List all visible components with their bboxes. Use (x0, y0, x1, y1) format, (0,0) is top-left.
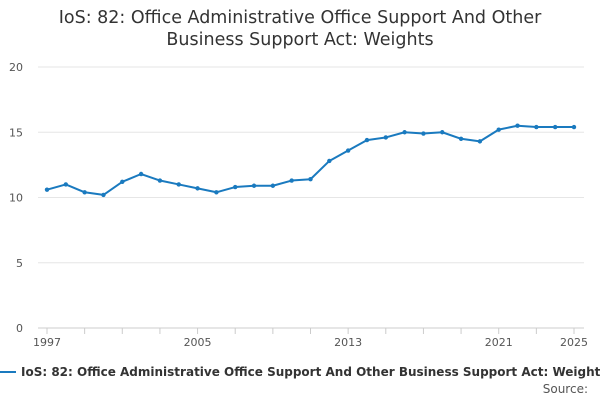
y-tick-label: 0 (16, 322, 23, 335)
y-tick-label: 20 (9, 61, 23, 74)
x-tick-label: 2025 (560, 336, 588, 349)
source-label: Source: (542, 382, 588, 396)
data-point[interactable] (383, 135, 388, 140)
data-point[interactable] (233, 184, 238, 190)
data-point[interactable] (402, 130, 407, 135)
data-point[interactable] (138, 171, 144, 177)
x-axis (38, 327, 584, 334)
data-point[interactable] (214, 190, 219, 195)
series-group (44, 123, 577, 198)
legend-item[interactable]: IoS: 82: Office Administrative Office Su… (0, 365, 600, 379)
chart-title-line-2: Business Support Act: Weights (166, 30, 434, 50)
chart-title-line-1: IoS: 82: Office Administrative Office Su… (58, 8, 542, 28)
data-point[interactable] (496, 127, 501, 132)
data-point[interactable] (289, 178, 294, 183)
data-point[interactable] (364, 137, 370, 143)
data-point[interactable] (440, 130, 445, 135)
data-point[interactable] (176, 182, 181, 187)
data-point[interactable] (157, 178, 163, 183)
data-point[interactable] (308, 177, 313, 182)
x-tick-label: 1997 (33, 336, 61, 349)
data-point[interactable] (327, 158, 332, 164)
data-point[interactable] (195, 186, 200, 191)
x-tick-label: 2021 (485, 336, 513, 349)
legend: IoS: 82: Office Administrative Office Su… (0, 365, 600, 379)
data-point[interactable] (270, 183, 276, 188)
data-point[interactable] (534, 124, 539, 130)
data-point[interactable] (552, 124, 558, 130)
legend-label: IoS: 82: Office Administrative Office Su… (21, 365, 600, 379)
data-point[interactable] (515, 123, 520, 128)
series-line[interactable] (46, 124, 575, 196)
x-tick-label: 2013 (334, 336, 362, 349)
y-axis-labels: 0 5 10 15 20 (9, 61, 23, 335)
data-point[interactable] (44, 187, 50, 192)
chart-title: IoS: 82: Office Administrative Office Su… (0, 7, 600, 51)
y-tick-label: 5 (16, 257, 23, 270)
data-point[interactable] (63, 182, 69, 187)
data-point[interactable] (421, 131, 426, 136)
x-axis-labels: 1997 2005 2013 2021 2025 (33, 336, 588, 349)
y-tick-label: 15 (9, 126, 23, 139)
x-tick-label: 2005 (184, 336, 212, 349)
data-point[interactable] (251, 183, 257, 188)
y-tick-label: 10 (9, 192, 23, 205)
grid-lines (38, 66, 584, 264)
data-point[interactable] (82, 190, 87, 195)
data-point[interactable] (458, 136, 464, 141)
data-point[interactable] (101, 192, 106, 198)
legend-swatch (0, 370, 16, 373)
data-point[interactable] (120, 179, 125, 185)
data-point[interactable] (571, 124, 577, 130)
data-point[interactable] (345, 148, 351, 153)
data-point[interactable] (477, 139, 483, 144)
